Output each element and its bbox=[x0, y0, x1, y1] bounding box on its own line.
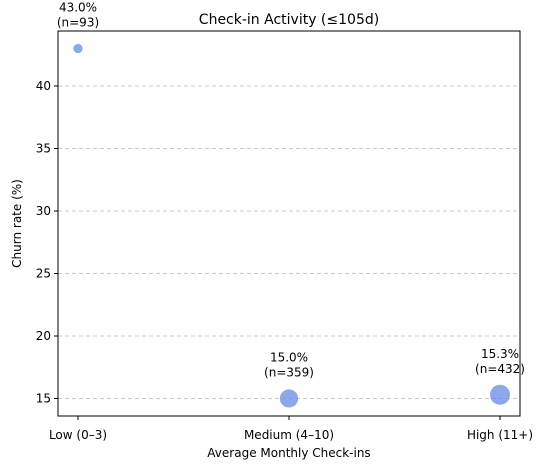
data-label: 43.0% (n=93) bbox=[57, 1, 99, 30]
data-labels: 43.0% (n=93) 15.0% (n=359) 15.3% (n=432) bbox=[57, 1, 525, 380]
data-label: 15.3% (n=432) bbox=[475, 347, 525, 376]
x-axis-label: Average Monthly Check-ins bbox=[207, 446, 370, 460]
data-label-line: 43.0% bbox=[59, 1, 97, 15]
data-label-line: (n=359) bbox=[264, 366, 314, 380]
y-tick-label: 40 bbox=[36, 79, 51, 93]
y-tick-label: 15 bbox=[36, 392, 51, 406]
data-point bbox=[73, 43, 83, 54]
y-tick-label: 20 bbox=[36, 329, 51, 343]
data-label-line: (n=93) bbox=[57, 16, 99, 30]
data-point bbox=[279, 389, 299, 408]
markers bbox=[73, 43, 510, 408]
data-label-line: 15.0% bbox=[270, 351, 308, 365]
data-label-line: 15.3% bbox=[481, 347, 519, 361]
data-label-line: (n=432) bbox=[475, 362, 525, 376]
x-tick-label: High (11+) bbox=[467, 428, 533, 442]
y-axis-label: Churn rate (%) bbox=[10, 179, 24, 268]
y-tick-label: 30 bbox=[36, 204, 51, 218]
x-axis: Low (0–3) Medium (4–10) High (11+) bbox=[49, 416, 533, 442]
data-label: 15.0% (n=359) bbox=[264, 351, 314, 380]
y-axis: 15 20 25 30 35 40 bbox=[36, 79, 58, 406]
grid bbox=[58, 85, 520, 399]
y-tick-label: 25 bbox=[36, 267, 51, 281]
x-tick-label: Medium (4–10) bbox=[244, 428, 334, 442]
data-point bbox=[490, 384, 510, 405]
chart-title: Check-in Activity (≤105d) bbox=[199, 12, 379, 28]
x-tick-label: Low (0–3) bbox=[49, 428, 107, 442]
y-tick-label: 35 bbox=[36, 142, 51, 156]
